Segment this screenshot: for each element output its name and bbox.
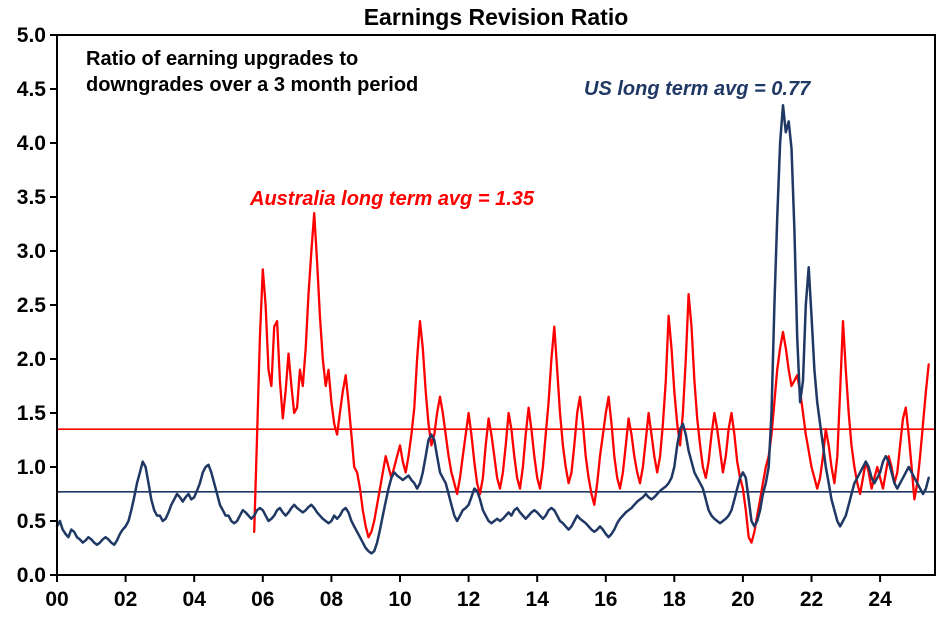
chart-subtitle: Ratio of earning upgrades to downgrades …	[86, 48, 419, 96]
x-tick-label: 20	[731, 588, 754, 611]
us-avg-annotation: US long term avg = 0.77	[584, 78, 811, 100]
x-tick-label: 18	[663, 588, 687, 611]
y-tick-label: 4.0	[17, 132, 46, 155]
y-tick-label: 1.0	[17, 456, 46, 479]
y-tick-label: 0.0	[17, 564, 46, 587]
australia-series-line	[253, 212, 930, 544]
y-tick-label: 5.0	[17, 24, 46, 47]
y-tick-label: 3.5	[17, 186, 47, 209]
y-tick-label: 4.5	[17, 78, 47, 101]
x-tick-label: 16	[594, 588, 617, 611]
x-tick-label: 02	[114, 588, 137, 611]
x-tick-label: 06	[251, 588, 274, 611]
chart-title: Earnings Revision Ratio	[363, 4, 629, 30]
us-series-line	[55, 103, 930, 555]
x-tick-label: 24	[868, 588, 892, 611]
australia-avg-annotation: Australia long term avg = 1.35	[250, 188, 534, 210]
x-tick-label: 00	[45, 588, 68, 611]
x-tick-label: 14	[526, 588, 550, 611]
x-tick-label: 12	[457, 588, 480, 611]
y-tick-label: 0.5	[17, 510, 47, 533]
y-tick-label: 1.5	[17, 402, 47, 425]
x-tick-label: 10	[388, 588, 411, 611]
x-tick-label: 22	[800, 588, 823, 611]
x-tick-label: 04	[183, 588, 207, 611]
x-tick-label: 08	[320, 588, 344, 611]
y-tick-label: 3.0	[17, 240, 46, 263]
y-tick-label: 2.0	[17, 348, 46, 371]
y-tick-label: 2.5	[17, 294, 47, 317]
